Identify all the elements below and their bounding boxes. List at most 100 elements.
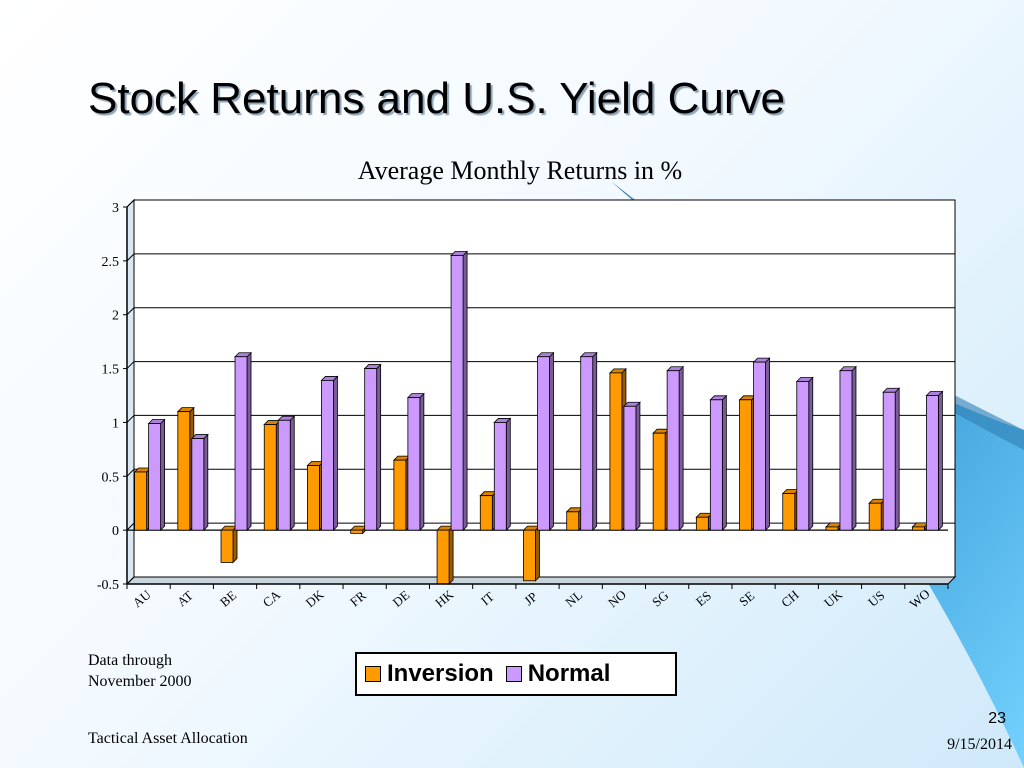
bar-normal-wo [925,395,939,531]
x-tick-label: IT [478,589,497,608]
x-tick-label: WO [906,586,932,611]
bar-normal-hk [450,255,464,531]
bar-normal-us-side [894,387,900,532]
bar-normal-jp [537,356,550,531]
bar-normal-de-side [419,392,425,532]
bar-inversion-be [220,529,234,563]
x-tick-label: AT [174,588,196,610]
y-tick-label: 0.5 [102,470,120,485]
legend-label-inversion: Inversion [387,660,494,687]
bar-inversion-au [134,471,148,531]
gridline-diag [126,576,135,585]
y-tick-label: 1 [112,416,119,431]
y-tick-label: 2.5 [102,255,120,270]
bar-inversion-jp [523,529,536,582]
bar-normal-be [234,356,248,531]
x-tick-label: BE [217,587,239,609]
bar-normal-au [148,423,162,531]
y-tick-label: 3 [112,201,119,216]
y-tick-label: 1.5 [102,363,120,378]
bar-normal-hk-side [462,250,468,532]
chart-title: Average Monthly Returns in % [357,156,683,185]
bar-normal-it-side [505,417,511,532]
bar-inversion-jp-side [535,525,540,582]
legend-item-normal: Normal [505,660,611,688]
bar-inversion-no [609,372,623,531]
gridline-diag [126,253,135,262]
x-tick-label: DK [303,586,327,610]
data-note-line-2: November 2000 [88,673,192,690]
bar-normal-fr [364,368,378,531]
bar-normal-nl-side [592,351,598,532]
x-tick-label: US [865,587,887,609]
bar-normal-ca [277,419,291,531]
bar-normal-no-side [635,401,641,532]
x-tick-label: SE [736,588,757,609]
x-tick-label: UK [821,586,845,610]
gridline-diag [126,199,135,208]
slide-date: 9/15/2014 [947,736,1012,753]
x-tick-label: DE [390,587,413,610]
bar-inversion-ch [782,493,796,531]
bar-normal-sg [666,370,680,531]
bar-inversion-hk-side [448,525,454,585]
bar-normal-us [882,391,896,531]
bar-inversion-us [868,502,882,531]
bar-inversion-at [177,411,191,531]
legend-item-inversion: Inversion [365,660,494,688]
bar-normal-sg-side [678,365,684,532]
x-tick-label: NO [605,587,629,611]
x-tick-label: FR [347,587,369,609]
gridline-diag [126,361,135,369]
x-tick-label: JP [521,589,540,608]
bar-inversion-ca [263,424,277,531]
x-tick-label: HK [432,586,456,610]
bar-normal-jp-side [549,351,554,532]
x-tick-label: AU [130,586,154,610]
page-number: 23 [988,710,1006,727]
bar-inversion-it [479,495,493,531]
data-note-line-1: Data through [88,652,172,669]
bar-normal-it [493,422,507,531]
bar-normal-wo-side [937,390,943,532]
legend-swatch-inversion [365,666,381,682]
bar-normal-uk-side [851,365,857,532]
gridline-diag [126,307,135,316]
bar-inversion-be-side [232,525,238,564]
x-tick-label: ES [693,588,714,609]
bar-inversion-wo [911,526,925,531]
x-tick-label: CA [260,587,284,610]
bar-inversion-hk [436,529,450,585]
bar-normal-no [623,405,637,531]
bar-normal-es-side [721,394,727,532]
bar-inversion-se [739,399,752,531]
legend-label-normal: Normal [527,660,611,687]
bar-inversion-fr [350,529,364,534]
bar-normal-fr-side [376,363,382,532]
bar-normal-au-side [160,418,166,532]
bar-normal-se-side [765,357,770,532]
x-tick-label: NL [562,587,585,610]
bar-normal-dk [321,380,334,531]
bar-normal-be-side [246,351,252,532]
bar-inversion-de [393,459,407,531]
chart-legend: Inversion Normal [355,652,677,696]
y-tick-label: 2 [112,309,119,324]
gridline-diag [126,468,135,477]
x-tick-label: CH [778,587,801,610]
bar-inversion-dk [307,465,320,531]
slide-title: Stock Returns and U.S. Yield Curve [88,74,785,123]
x-tick-label: SG [649,587,671,609]
legend-swatch-normal [505,666,522,682]
bar-normal-ca-side [289,415,295,532]
bar-normal-at [191,438,205,531]
bar-normal-ch [796,381,810,531]
bar-inversion-es [695,516,709,531]
bar-normal-dk-side [333,375,338,532]
bar-normal-se [753,361,766,531]
bar-normal-es [709,399,723,531]
bar-inversion-uk [825,526,839,531]
bar-normal-nl [580,356,594,531]
